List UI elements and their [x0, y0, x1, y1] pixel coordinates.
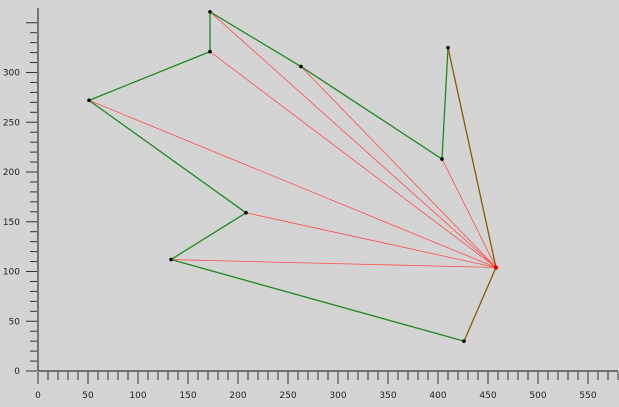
- x-tick-label: 350: [379, 391, 396, 401]
- y-tick-label: 250: [3, 118, 20, 128]
- y-tick-label: 50: [9, 317, 21, 327]
- polygon-edge: [88, 99, 247, 214]
- x-tick-label: 0: [35, 391, 41, 401]
- vertex-point: [169, 257, 173, 262]
- diagonal-line: [88, 99, 497, 268]
- x-tick-label: 500: [529, 391, 546, 401]
- y-tick-label: 300: [3, 69, 20, 79]
- x-tick-label: 50: [82, 391, 94, 401]
- y-tick-label: 200: [3, 168, 20, 178]
- x-tick-label: 400: [429, 391, 446, 401]
- x-tick-label: 150: [179, 391, 196, 401]
- diagonal-line: [209, 11, 497, 268]
- x-tick-label: 450: [479, 391, 496, 401]
- vertex-point: [299, 64, 303, 69]
- x-tick-label: 100: [129, 391, 146, 401]
- polygon-edge: [88, 51, 211, 101]
- polygon-edge-highlight: [447, 47, 497, 268]
- y-tick-label: 150: [3, 218, 20, 228]
- x-tick-label: 550: [579, 391, 596, 401]
- diagonal-line: [245, 212, 497, 268]
- diagonal-line: [170, 259, 497, 268]
- vertex-point: [87, 98, 91, 103]
- x-tick-label: 200: [229, 391, 246, 401]
- vertex-point: [208, 49, 212, 54]
- polygon-edge: [170, 258, 465, 342]
- x-tick-label: 250: [279, 391, 296, 401]
- x-tick-label: 300: [329, 391, 346, 401]
- diagonal-line: [441, 158, 497, 268]
- y-tick-label: 0: [14, 367, 20, 377]
- polygon-edge: [300, 65, 443, 160]
- vertex-point: [440, 157, 444, 161]
- y-tick-label: 100: [3, 268, 20, 278]
- vertex-point: [244, 210, 248, 215]
- diagonal-line: [209, 51, 497, 268]
- polygon-edge-highlight: [463, 267, 497, 342]
- vertex-point: [208, 10, 212, 14]
- polygon-edge: [441, 47, 449, 160]
- fan-apex-point: [493, 265, 499, 270]
- vertex-point: [446, 45, 450, 50]
- diagonal-line: [300, 66, 497, 268]
- polygon-edge: [170, 212, 247, 261]
- polygon-edge: [209, 11, 302, 68]
- vertex-point: [462, 339, 466, 343]
